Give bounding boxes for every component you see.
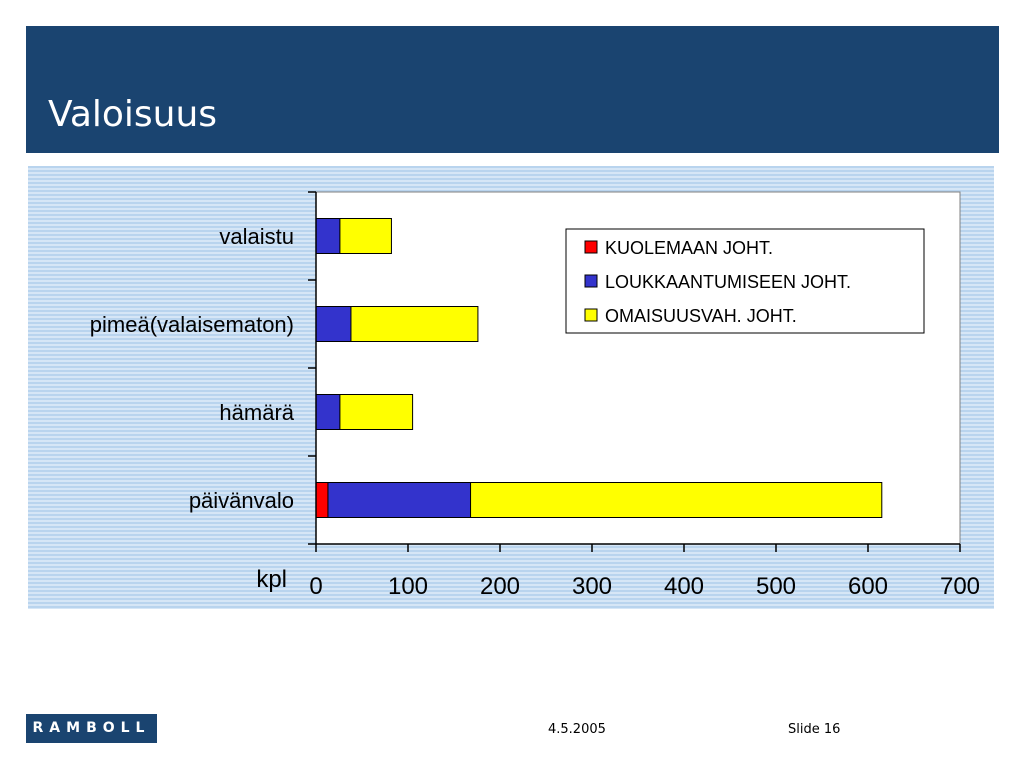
x-tick-label: 200 bbox=[480, 573, 520, 600]
logo-text: RAMBOLL bbox=[32, 720, 151, 736]
legend-label: OMAISUUSVAH. JOHT. bbox=[605, 306, 797, 326]
slide-title: Valoisuus bbox=[48, 94, 218, 135]
ramboll-logo: RAMBOLL bbox=[26, 714, 157, 743]
x-tick-label: 600 bbox=[848, 573, 888, 600]
footer-slide-number: Slide 16 bbox=[788, 722, 841, 737]
bar-3-4 bbox=[470, 482, 883, 518]
legend-swatch bbox=[584, 308, 598, 322]
legend-box bbox=[565, 228, 925, 334]
x-tick-label: 300 bbox=[572, 573, 612, 600]
category-label: hämärä bbox=[219, 400, 294, 425]
header-bar bbox=[26, 26, 999, 153]
x-tick-label: 100 bbox=[388, 573, 428, 600]
legend-swatch bbox=[584, 240, 598, 254]
x-tick-label: 0 bbox=[309, 573, 322, 600]
footer-date: 4.5.2005 bbox=[548, 722, 606, 737]
x-tick-label: 700 bbox=[940, 573, 980, 600]
category-label: pimeä(valaisematon) bbox=[90, 312, 294, 337]
bar-2-3 bbox=[315, 394, 341, 430]
x-axis-label: kpl bbox=[256, 566, 287, 593]
bar-3-1 bbox=[339, 218, 392, 254]
bar-3-3 bbox=[339, 394, 414, 430]
bar-3-2 bbox=[350, 306, 479, 342]
bar-2-4 bbox=[327, 482, 472, 518]
category-label: valaistu bbox=[219, 224, 294, 249]
bar-2-2 bbox=[315, 306, 352, 342]
bar-2-1 bbox=[315, 218, 341, 254]
x-tick-label: 400 bbox=[664, 573, 704, 600]
legend-swatch bbox=[584, 274, 598, 288]
x-tick-label: 500 bbox=[756, 573, 796, 600]
legend-label: LOUKKAANTUMISEEN JOHT. bbox=[605, 272, 851, 292]
bar-1-4 bbox=[315, 482, 329, 518]
category-label: päivänvalo bbox=[189, 488, 294, 513]
legend-label: KUOLEMAAN JOHT. bbox=[605, 238, 773, 258]
